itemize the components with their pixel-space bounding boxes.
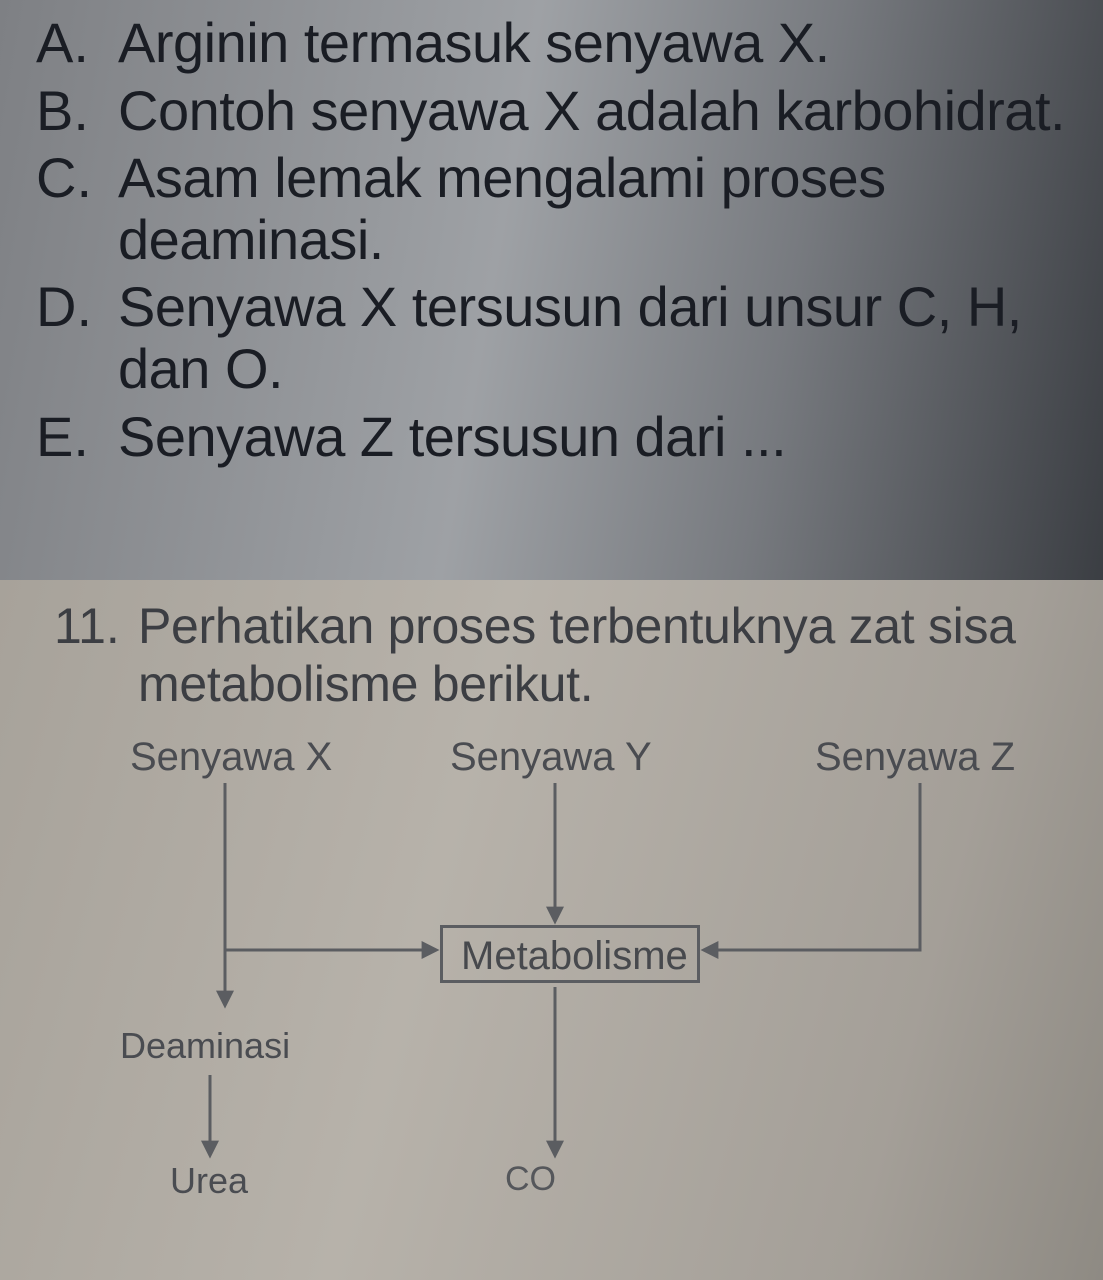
option-c: C. Asam lemak mengalami proses deaminasi… bbox=[36, 147, 1103, 270]
option-b: B. Contoh senyawa X adalah karbohidrat. bbox=[36, 80, 1103, 142]
option-text: Asam lemak mengalami proses deaminasi. bbox=[118, 147, 1103, 270]
option-text: Senyawa Z tersusun dari ... bbox=[118, 406, 786, 468]
question-text: Perhatikan proses terbentuknya zat sisa … bbox=[138, 598, 1063, 713]
option-letter: B. bbox=[36, 80, 118, 142]
node-deaminasi: Deaminasi bbox=[120, 1025, 290, 1067]
flow-diagram: Senyawa X Senyawa Y Senyawa Z Metabolism… bbox=[0, 735, 1103, 1225]
node-co-cut: CO bbox=[505, 1160, 556, 1199]
node-senyawa-x: Senyawa X bbox=[130, 735, 332, 780]
option-a: A. Arginin termasuk senyawa X. bbox=[36, 12, 1103, 74]
option-letter: E. bbox=[36, 406, 118, 468]
option-d: D. Senyawa X tersusun dari unsur C, H, d… bbox=[36, 276, 1103, 399]
question-panel: 11. Perhatikan proses terbentuknya zat s… bbox=[0, 580, 1103, 1280]
question-number: 11. bbox=[54, 598, 138, 656]
option-text: Senyawa X tersusun dari unsur C, H, dan … bbox=[118, 276, 1103, 399]
node-senyawa-z: Senyawa Z bbox=[815, 735, 1015, 780]
option-letter: A. bbox=[36, 12, 118, 74]
question-row: 11. Perhatikan proses terbentuknya zat s… bbox=[0, 580, 1103, 713]
node-urea: Urea bbox=[170, 1160, 248, 1202]
option-text: Contoh senyawa X adalah karbohidrat. bbox=[118, 80, 1065, 142]
option-letter: C. bbox=[36, 147, 118, 209]
option-text: Arginin termasuk senyawa X. bbox=[118, 12, 830, 74]
node-metabolisme-box: Metabolisme bbox=[440, 925, 700, 983]
option-e: E. Senyawa Z tersusun dari ... bbox=[36, 406, 1103, 468]
option-letter: D. bbox=[36, 276, 118, 338]
answer-options-panel: A. Arginin termasuk senyawa X. B. Contoh… bbox=[0, 0, 1103, 580]
node-senyawa-y: Senyawa Y bbox=[450, 735, 652, 780]
